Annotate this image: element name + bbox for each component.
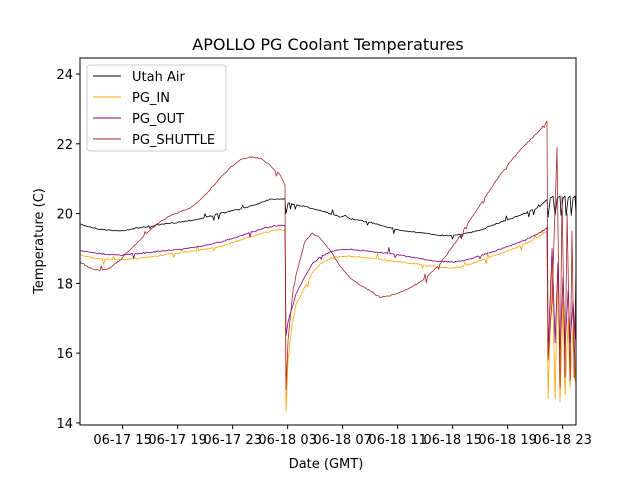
series-line-utah-air xyxy=(80,195,576,240)
x-tick-label: 06-17 23 xyxy=(203,433,261,448)
x-tick-label: 06-17 19 xyxy=(148,433,206,448)
x-tick-label: 06-17 15 xyxy=(93,433,151,448)
x-tick-label: 06-18 23 xyxy=(533,433,591,448)
y-axis-label: Temperature (C) xyxy=(32,188,47,295)
y-axis: 14 16 18 20 22 24 xyxy=(56,68,80,432)
x-tick-label: 06-18 19 xyxy=(478,433,536,448)
x-tick-label: 06-18 15 xyxy=(423,433,481,448)
y-tick-label: 18 xyxy=(56,277,73,292)
series-line-pg-shuttle xyxy=(80,120,576,391)
series-line-pg-out xyxy=(80,224,576,354)
y-tick-label: 24 xyxy=(56,68,73,83)
x-tick-label: 06-18 07 xyxy=(313,433,371,448)
y-tick-label: 20 xyxy=(56,208,73,223)
chart-title: APOLLO PG Coolant Temperatures xyxy=(192,35,463,54)
series-line-pg-in xyxy=(80,229,576,413)
series-layer xyxy=(80,120,576,413)
x-axis-label: Date (GMT) xyxy=(289,457,364,472)
y-tick-label: 22 xyxy=(56,138,73,153)
legend-label: PG_IN xyxy=(132,91,170,106)
legend-label: PG_SHUTTLE xyxy=(132,133,215,148)
x-tick-label: 06-18 03 xyxy=(258,433,316,448)
legend-box xyxy=(86,64,227,152)
y-tick-label: 16 xyxy=(56,347,73,362)
x-tick-label: 06-18 11 xyxy=(368,433,426,448)
y-tick-label: 14 xyxy=(56,417,73,432)
legend: Utah Air PG_IN PG_OUT PG_SHUTTLE xyxy=(86,64,227,152)
legend-label: Utah Air xyxy=(132,70,185,85)
legend-label: PG_OUT xyxy=(132,112,184,127)
axes-frame xyxy=(79,57,577,426)
